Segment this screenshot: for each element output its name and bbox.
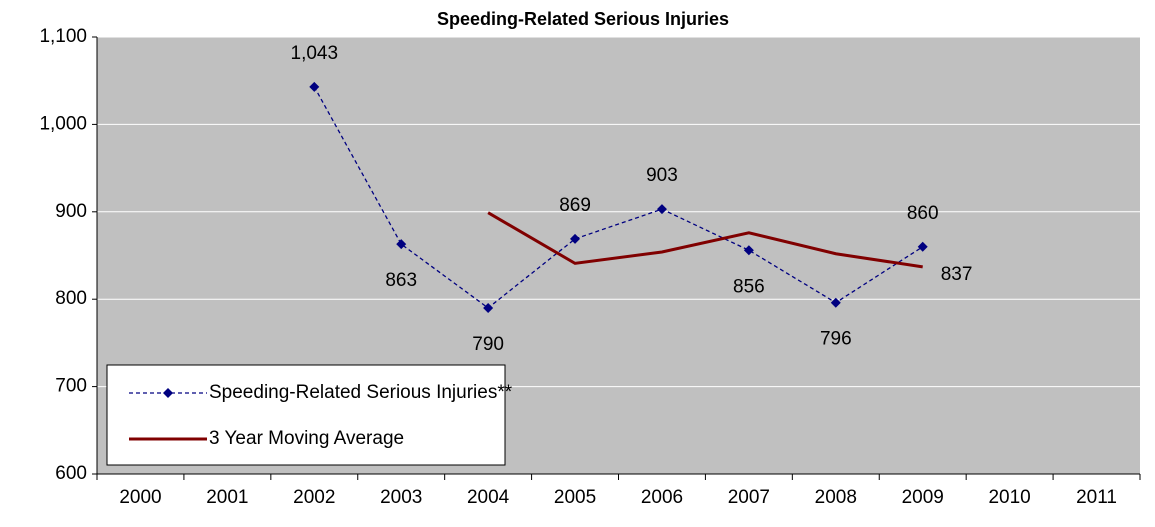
series-line: [487, 211, 923, 269]
data-label: 1,043: [291, 43, 339, 64]
y-tick-label: 1,000: [39, 113, 87, 134]
x-tick-label: 2009: [902, 487, 944, 508]
y-tick-label: 900: [55, 201, 87, 222]
x-tick-label: 2010: [988, 487, 1030, 508]
data-point: [830, 297, 841, 308]
data-label: 903: [646, 165, 678, 186]
data-label: 796: [820, 329, 852, 350]
data-label: 860: [907, 203, 939, 224]
x-tick-label: 2002: [293, 487, 335, 508]
data-point: [570, 233, 581, 244]
x-tick-label: 2001: [206, 487, 248, 508]
y-tick-label: 1,100: [39, 26, 87, 47]
legend-marker: [163, 388, 173, 398]
x-tick-label: 2007: [728, 487, 770, 508]
x-tick-label: 2011: [1076, 487, 1117, 508]
legend: [106, 364, 506, 466]
legend-label: Speeding-Related Serious Injuries**: [209, 382, 513, 403]
data-point: [656, 204, 667, 215]
data-label: 856: [733, 276, 765, 297]
x-tick-label: 2000: [119, 487, 161, 508]
data-point: [917, 241, 928, 252]
x-tick-label: 2008: [815, 487, 857, 508]
y-tick-label: 600: [55, 463, 87, 484]
x-tick-label: 2003: [380, 487, 422, 508]
y-tick-label: 800: [55, 288, 87, 309]
data-point: [483, 302, 494, 313]
data-label: 790: [472, 334, 504, 355]
data-point: [743, 245, 754, 256]
x-tick-label: 2004: [467, 487, 510, 508]
data-label: 837: [941, 264, 973, 285]
x-tick-label: 2005: [554, 487, 596, 508]
data-label: 863: [385, 270, 417, 291]
data-point: [396, 239, 407, 250]
series-line: [313, 86, 924, 309]
legend-label: 3 Year Moving Average: [209, 428, 404, 449]
chart-title: Speeding-Related Serious Injuries: [437, 9, 729, 29]
x-tick-label: 2006: [641, 487, 683, 508]
y-tick-label: 700: [55, 376, 87, 397]
data-point: [309, 81, 320, 92]
data-label: 869: [559, 195, 591, 216]
